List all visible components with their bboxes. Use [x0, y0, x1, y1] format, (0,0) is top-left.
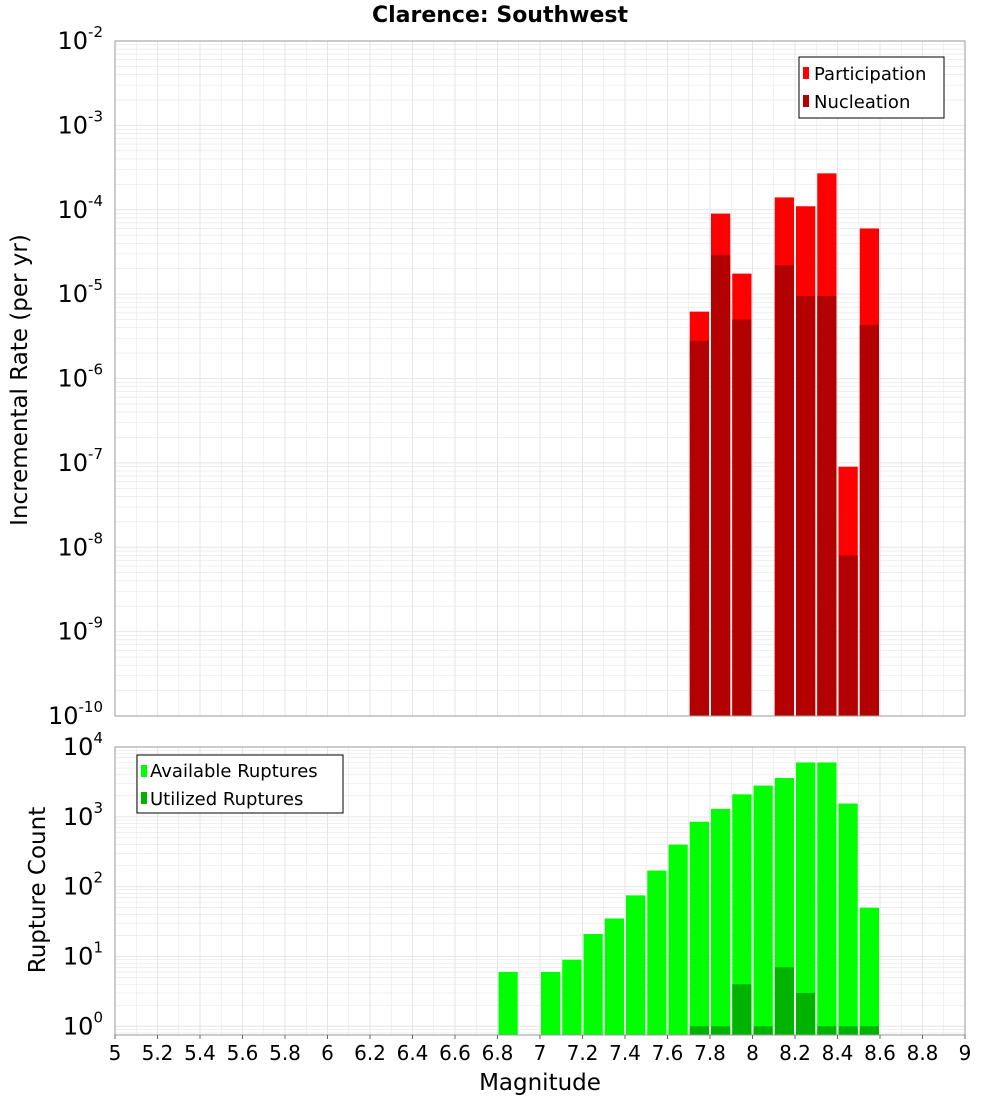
available-ruptures-bar	[732, 794, 752, 1035]
y-tick-label: 10-2	[57, 23, 103, 55]
utilized-ruptures-bar	[838, 1026, 858, 1035]
x-tick-label: 8.2	[779, 1041, 811, 1065]
x-tick-label: 6.2	[354, 1041, 386, 1065]
rupture-legend: Available Ruptures Utilized Ruptures	[136, 754, 344, 814]
utilized-ruptures-bar	[689, 1026, 709, 1035]
y-tick-label: 10-8	[57, 529, 103, 561]
utilized-ruptures-bar	[817, 1026, 837, 1035]
rate-plot-frame	[114, 40, 966, 717]
x-tick-label: 6.8	[482, 1041, 514, 1065]
x-tick-label: 7.2	[567, 1041, 599, 1065]
rupture-legend-box	[136, 754, 344, 814]
available-ruptures-bar	[562, 959, 582, 1035]
x-tick-label: 8.6	[864, 1041, 896, 1065]
y-tick-label: 10-7	[57, 445, 103, 477]
x-axis-label: Magnitude	[479, 1070, 601, 1096]
utilized-legend-label: Utilized Ruptures	[150, 789, 303, 810]
rate-bars	[689, 173, 879, 717]
nucleation-bar	[817, 296, 837, 716]
available-legend-label: Available Ruptures	[150, 761, 318, 782]
nucleation-bar	[796, 296, 816, 716]
nucleation-bar	[732, 319, 752, 716]
available-ruptures-bar	[817, 762, 837, 1035]
nucleation-legend-label: Nucleation	[814, 92, 910, 113]
available-ruptures-bar	[859, 907, 879, 1035]
rate-grid	[114, 40, 966, 717]
x-tick-label: 8.4	[822, 1041, 854, 1065]
rate-legend-box	[798, 56, 945, 119]
chart-title: Clarence: Southwest	[372, 3, 629, 28]
bottom-y-axis-label: Rupture Count	[25, 807, 51, 973]
available-ruptures-bar	[753, 785, 773, 1035]
x-tick-label: 6.6	[439, 1041, 471, 1065]
top-y-axis-label: Incremental Rate (per yr)	[7, 234, 33, 526]
available-ruptures-bar	[796, 762, 816, 1035]
count-y-ticks: 104 103 102 101 100	[63, 729, 103, 1040]
available-ruptures-bar	[626, 895, 646, 1035]
x-tick-label: 7.8	[694, 1041, 726, 1065]
available-ruptures-bar	[668, 844, 688, 1035]
utilized-ruptures-bar	[732, 984, 752, 1035]
participation-legend-label: Participation	[814, 64, 926, 85]
x-tick-label: 8	[746, 1041, 759, 1065]
nucleation-bar	[859, 325, 879, 716]
rate-legend: Participation Nucleation	[798, 56, 945, 119]
nucleation-bar	[689, 340, 709, 716]
count-bars	[498, 762, 879, 1035]
available-ruptures-bar	[838, 803, 858, 1035]
nucleation-legend-swatch	[803, 95, 809, 107]
utilized-ruptures-bar	[711, 1026, 731, 1035]
participation-legend-swatch	[803, 67, 809, 79]
rate-y-ticks: 10-2 10-3 10-4 10-5 10-6 10-7 10-8 10-9 10-10	[48, 23, 103, 730]
x-tick-label: 8.8	[907, 1041, 939, 1065]
x-tick-label: 5.6	[227, 1041, 259, 1065]
available-ruptures-bar	[604, 918, 624, 1035]
y-tick-label: 10-10	[48, 698, 103, 730]
x-tick-label: 5.4	[184, 1041, 216, 1065]
x-tick-label: 7.4	[609, 1041, 641, 1065]
x-tick-label: 6.4	[397, 1041, 429, 1065]
utilized-ruptures-bar	[753, 1026, 773, 1035]
y-tick-label: 10-5	[57, 276, 103, 308]
utilized-ruptures-bar	[774, 967, 794, 1035]
x-tick-label: 7	[534, 1041, 547, 1065]
available-legend-swatch	[141, 765, 147, 777]
y-tick-label: 10-4	[57, 192, 103, 224]
y-tick-label: 10-6	[57, 361, 103, 393]
y-tick-label: 10-9	[57, 614, 103, 646]
y-tick-label: 102	[63, 869, 103, 901]
x-tick-label: 5.8	[269, 1041, 301, 1065]
nucleation-bar	[711, 255, 731, 716]
utilized-ruptures-bar	[796, 992, 816, 1035]
utilized-legend-swatch	[141, 792, 147, 804]
x-ticks: 5 5.2 5.4 5.6 5.8 6 6.2 6.4 6.6 6.8 7 7.2 7.4 7.6 7.8 8…	[109, 1035, 972, 1065]
y-tick-label: 104	[63, 729, 103, 761]
x-tick-label: 9	[959, 1041, 972, 1065]
nucleation-bar	[774, 265, 794, 716]
available-ruptures-bar	[711, 808, 731, 1035]
y-tick-label: 101	[63, 938, 103, 970]
x-tick-label: 6	[321, 1041, 334, 1065]
available-ruptures-bar	[689, 821, 709, 1035]
utilized-ruptures-bar	[859, 1026, 879, 1035]
rate-chart: 10-2 10-3 10-4 10-5 10-6 10-7 10-8 10-9 10-10	[48, 23, 966, 730]
x-tick-label: 5.2	[142, 1041, 174, 1065]
y-tick-label: 10-3	[57, 107, 103, 139]
available-ruptures-bar	[498, 971, 518, 1035]
nucleation-bar	[838, 555, 858, 716]
available-ruptures-bar	[583, 933, 603, 1035]
y-tick-label: 103	[63, 799, 103, 831]
x-tick-label: 5	[109, 1041, 122, 1065]
x-tick-label: 7.6	[652, 1041, 684, 1065]
available-ruptures-bar	[541, 971, 561, 1035]
available-ruptures-bar	[647, 870, 667, 1035]
y-tick-label: 100	[63, 1008, 103, 1040]
